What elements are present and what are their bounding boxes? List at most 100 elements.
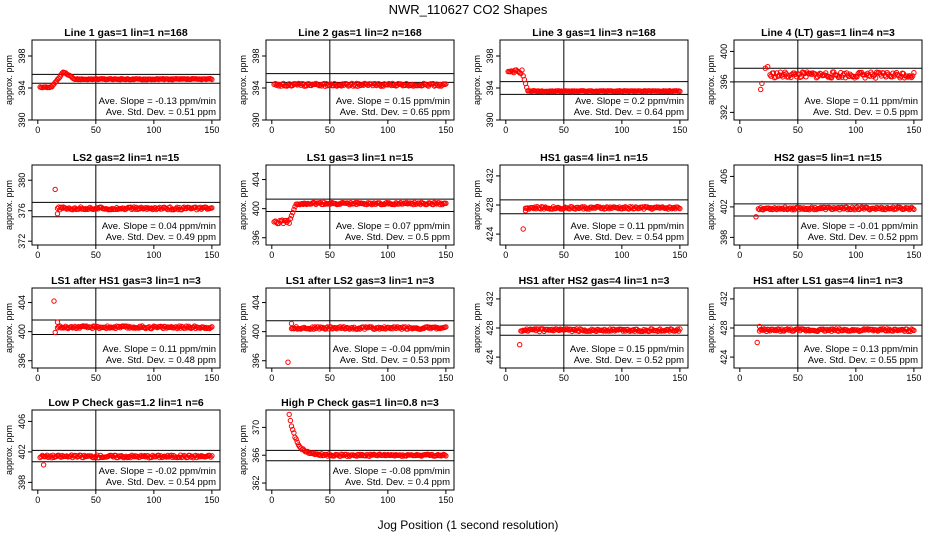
x-tick-label: 150 <box>906 250 921 260</box>
y-tick-label: 392 <box>719 105 729 120</box>
data-point <box>907 206 914 212</box>
y-tick-label: 398 <box>251 48 261 63</box>
data-point <box>564 326 570 332</box>
y-tick-label: 396 <box>719 74 729 89</box>
data-point <box>677 88 683 95</box>
slope-annotation: Ave. Slope = 0.15 ppm/min <box>570 344 684 355</box>
data-point <box>290 209 296 216</box>
data-point <box>148 205 155 211</box>
slope-annotation: Ave. Slope = 0.11 ppm/min <box>805 96 918 107</box>
panel-8: HS2 gas=5 lin=1 n=15 0 50 100 150 398 402 406ap… <box>706 152 923 260</box>
x-tick-label: 150 <box>906 125 921 135</box>
data-point <box>294 439 300 445</box>
panel-title: Line 2 gas=1 lin=2 n=168 <box>298 27 422 39</box>
y-tick-label: 432 <box>485 168 495 183</box>
y-tick-label: 390 <box>251 112 261 127</box>
stddev-annotation: Ave. Std. Dev. = 0.53 ppm <box>340 355 450 366</box>
data-point <box>425 451 432 458</box>
data-point <box>828 75 835 81</box>
panel-title: HS2 gas=5 lin=1 n=15 <box>774 152 882 164</box>
x-tick-label: 100 <box>380 125 395 135</box>
data-point <box>818 204 824 211</box>
panel-title: LS2 gas=2 lin=1 n=15 <box>73 152 180 164</box>
slope-annotation: Ave. Slope = 0.2 ppm/min <box>575 96 684 107</box>
data-point <box>187 324 193 331</box>
data-point <box>520 226 526 232</box>
stddev-annotation: Ave. Std. Dev. = 0.49 ppm <box>106 232 216 243</box>
stddev-annotation: Ave. Std. Dev. = 0.52 ppm <box>574 355 684 366</box>
x-tick-label: 0 <box>35 250 40 260</box>
x-axis-title: Jog Position (1 second resolution) <box>377 518 559 532</box>
data-point <box>293 436 299 442</box>
data-point <box>443 200 449 207</box>
stddev-annotation: Ave. Std. Dev. = 0.51 ppm <box>106 107 216 118</box>
panel-9: LS1 after HS1 gas=3 lin=1 n=3 0 50 100 150 39… <box>4 275 221 383</box>
data-point <box>522 208 529 214</box>
data-point <box>288 213 295 219</box>
data-point <box>910 73 916 79</box>
data-point <box>208 325 214 331</box>
y-tick-label: 376 <box>17 203 27 218</box>
data-point <box>68 324 75 330</box>
x-tick-label: 150 <box>438 250 453 260</box>
stddev-annotation: Ave. Std. Dev. = 0.4 ppm <box>345 477 450 488</box>
data-point <box>287 216 294 222</box>
y-tick-label: 424 <box>719 350 729 365</box>
panel-1: Line 1 gas=1 lin=1 n=168 0 50 100 150 390 394 3… <box>4 27 221 135</box>
data-point <box>753 214 759 220</box>
data-point <box>286 411 292 418</box>
panel-10: LS1 after LS2 gas=3 lin=1 n=3 0 50 100 150 39… <box>238 275 455 383</box>
data-point <box>52 186 58 193</box>
data-point <box>163 325 170 331</box>
y-axis-label: approx. ppm <box>238 180 248 230</box>
y-tick-label: 432 <box>719 291 729 306</box>
x-tick-label: 0 <box>503 250 508 260</box>
data-point <box>439 82 446 88</box>
y-tick-label: 400 <box>251 201 261 216</box>
y-axis-label: approx. ppm <box>706 55 716 105</box>
data-point <box>208 454 214 460</box>
data-point <box>288 423 295 429</box>
data-point <box>911 206 917 213</box>
data-point <box>517 342 523 348</box>
x-tick-label: 50 <box>91 250 101 260</box>
data-point <box>804 206 810 213</box>
data-point <box>765 64 771 70</box>
data-point <box>51 298 57 304</box>
data-point <box>677 205 683 212</box>
data-point <box>442 452 448 458</box>
panel-title: LS1 after LS2 gas=3 lin=1 n=3 <box>286 275 435 287</box>
data-point <box>911 70 917 76</box>
data-point <box>770 70 777 76</box>
data-point <box>439 452 446 458</box>
slope-annotation: Ave. Slope = -0.13 ppm/min <box>99 96 216 107</box>
x-tick-label: 50 <box>793 250 803 260</box>
data-point <box>189 453 195 459</box>
stddev-annotation: Ave. Std. Dev. = 0.54 ppm <box>574 232 684 243</box>
y-axis-label: approx. ppm <box>4 180 14 230</box>
panel-title: LS1 after HS1 gas=3 lin=1 n=3 <box>51 275 201 287</box>
y-tick-label: 400 <box>251 324 261 339</box>
x-tick-label: 50 <box>559 250 569 260</box>
panel-title: LS1 gas=3 lin=1 n=15 <box>307 152 414 164</box>
slope-annotation: Ave. Slope = -0.04 ppm/min <box>333 344 450 355</box>
panel-14: High P Check gas=1 lin=0.8 n=3 0 50 100 150 3… <box>238 397 455 505</box>
panel-2: Line 2 gas=1 lin=2 n=168 0 50 100 150 390 394 3… <box>238 27 455 135</box>
x-tick-label: 100 <box>614 125 629 135</box>
y-axis-label: approx. ppm <box>238 55 248 105</box>
y-tick-label: 406 <box>17 414 27 429</box>
stddev-annotation: Ave. Std. Dev. = 0.5 ppm <box>813 107 918 118</box>
y-axis-label: approx. ppm <box>238 425 248 475</box>
data-point <box>377 82 383 88</box>
data-point <box>872 75 879 81</box>
slope-annotation: Ave. Slope = -0.02 ppm/min <box>99 466 216 477</box>
panel-13: Low P Check gas=1.2 lin=1 n=6 0 50 100 150 39… <box>4 397 221 505</box>
data-point <box>160 454 166 460</box>
x-tick-label: 150 <box>204 125 219 135</box>
plot-frame <box>31 287 221 369</box>
panel-title: HS1 after LS1 gas=4 lin=1 n=3 <box>753 275 903 287</box>
page-title: NWR_110627 CO2 Shapes <box>388 2 548 17</box>
data-point <box>879 206 886 213</box>
data-point <box>911 327 917 334</box>
